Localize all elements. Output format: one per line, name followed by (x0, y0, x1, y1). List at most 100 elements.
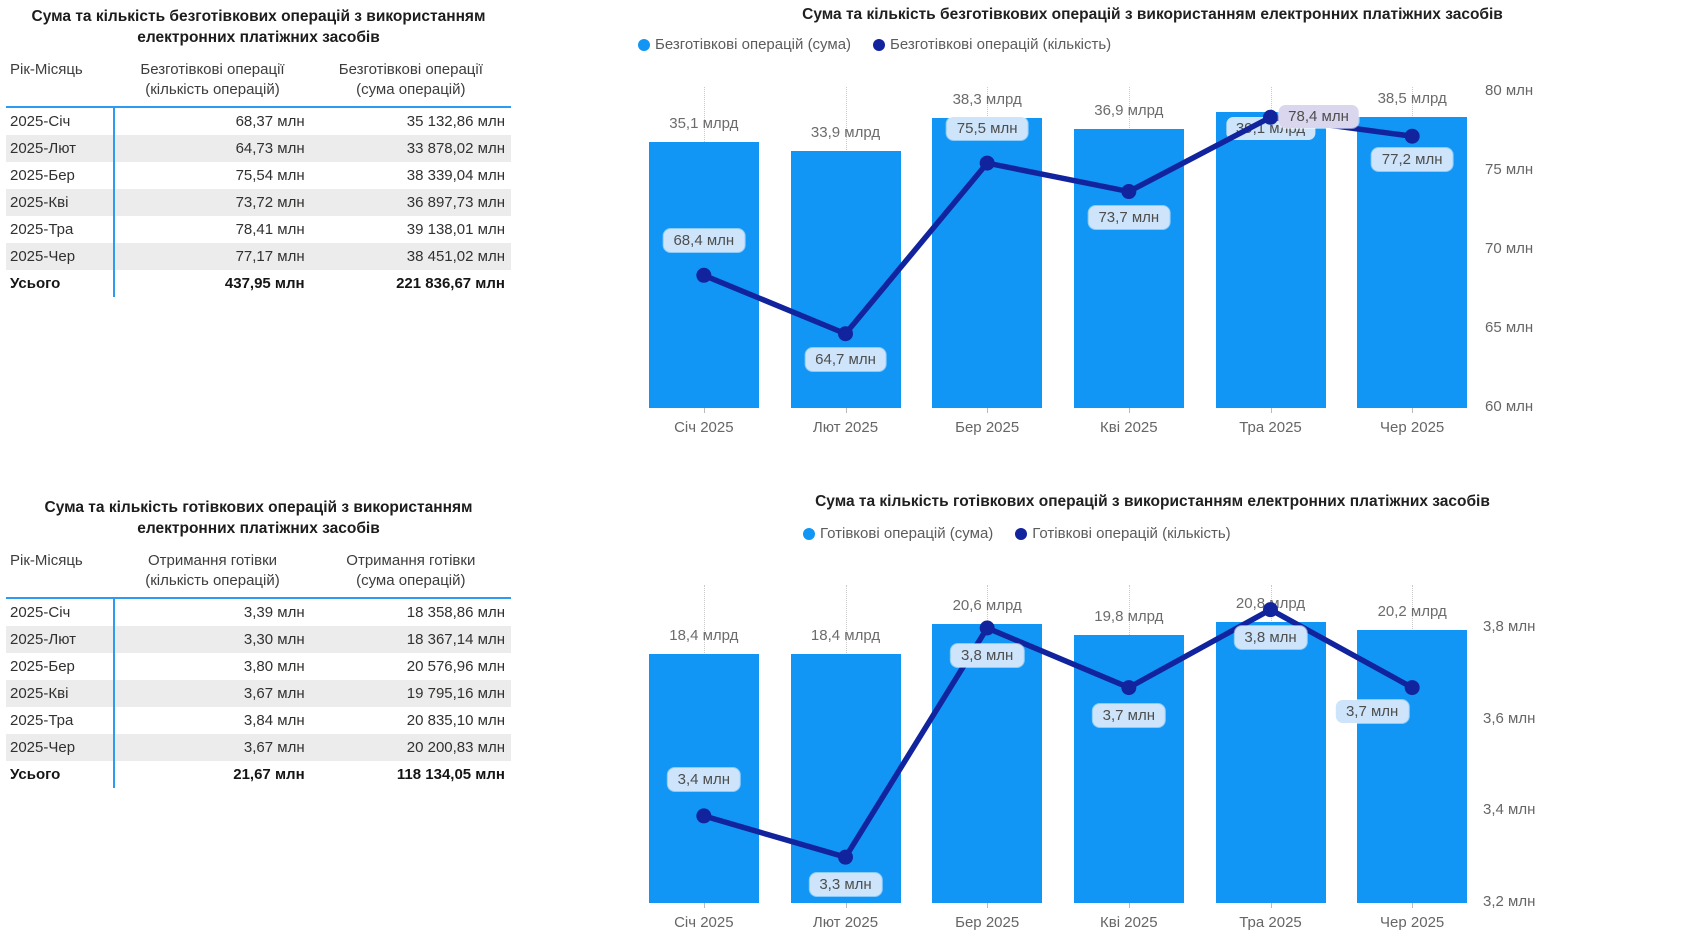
bar-label: 19,8 млрд (1094, 608, 1164, 626)
line-point[interactable] (1263, 109, 1278, 125)
x-axis-label: Січ 2025 (674, 419, 734, 436)
legend-item[interactable]: Безготівкові операцій (кількість) (873, 36, 1111, 53)
line-point[interactable] (979, 155, 995, 171)
column-header: Отримання готівки (кількість операцій) (114, 549, 310, 598)
column-header-label: Отримання готівки (346, 552, 476, 569)
line-path (703, 606, 1414, 861)
table-row[interactable]: 2025-Кві 3,67 млн 19 795,16 млн (6, 680, 511, 707)
table-cell: 2025-Січ (6, 106, 115, 135)
x-axis-label: Кві 2025 (1100, 914, 1158, 931)
column-header: Отримання готівки (сума операцій) (311, 549, 511, 598)
noncash-chart-panel: Сума та кількість безготівкових операцій… (608, 0, 1697, 445)
line-point[interactable] (838, 326, 853, 342)
y-axis-label: 3,2 млн (1483, 893, 1536, 910)
table-row[interactable]: 2025-Кві 73,72 млн 36 897,73 млн (6, 189, 511, 216)
legend-item[interactable]: Готівкові операцій (кількість) (1015, 525, 1231, 542)
bar[interactable] (1215, 111, 1326, 408)
line-label: 3,4 млн (667, 767, 741, 791)
line-series[interactable] (633, 87, 1483, 408)
line-label: 68,4 млн (663, 229, 745, 253)
table-row[interactable]: 2025-Бер 3,80 млн 20 576,96 млн (6, 653, 511, 680)
column-header-sub: (сума операцій) (356, 81, 466, 98)
column-header-sub: (кількість операцій) (145, 572, 280, 589)
legend: Готівкові операцій (сума) Готівкові опера… (803, 525, 1231, 542)
legend-label: Безготівкові операцій (кількість) (890, 36, 1112, 53)
x-axis-label: Лют 2025 (812, 914, 879, 931)
x-axis-tick (703, 408, 705, 413)
table-row[interactable]: 2025-Бер 75,54 млн 38 339,04 млн (6, 162, 511, 189)
table-row[interactable]: 2025-Січ 68,37 млн 35 132,86 млн (6, 106, 511, 135)
line-point[interactable] (838, 849, 853, 865)
table-row[interactable]: 2025-Тра 3,84 млн 20 835,10 млн (6, 707, 511, 734)
cash-table-title: Сума та кількість готівкових операцій з … (44, 499, 473, 537)
table-cell: 3,67 млн (113, 734, 311, 761)
column-header-label: Безготівкові операції (338, 61, 483, 78)
line-label: 64,7 млн (805, 347, 886, 371)
line-point[interactable] (1263, 602, 1278, 618)
bar[interactable] (932, 624, 1043, 903)
table-total-row: Усього 437,95 млн 221 836,67 млн (6, 270, 511, 297)
line-label: 75,5 млн (946, 117, 1028, 141)
table-cell: 38 339,04 млн (406, 167, 505, 184)
legend: Безготівкові операцій (сума) Безготівкові… (638, 36, 1111, 53)
x-axis-tick (1412, 408, 1414, 413)
legend-label: Готівкові операцій (сума) (820, 525, 994, 542)
column-header: Рік-Місяць (6, 58, 114, 107)
y-axis-label: 60 млн (1485, 398, 1534, 415)
x-axis-tick (845, 408, 847, 413)
x-axis-label: Лют 2025 (812, 419, 879, 436)
bar-label: 20,6 млрд (952, 597, 1022, 615)
cash-chart-panel: Сума та кількість готівкових операцій з … (608, 455, 1697, 940)
table-cell: 2025-Чер (10, 248, 76, 265)
table-row[interactable]: 2025-Лют 64,73 млн 33 878,02 млн (6, 135, 511, 162)
legend-item[interactable]: Безготівкові операцій (сума) (638, 36, 851, 53)
table-row[interactable]: 2025-Чер 3,67 млн 20 200,83 млн (6, 734, 511, 761)
line-label: 3,7 млн (1335, 699, 1409, 723)
line-point[interactable] (1404, 680, 1420, 696)
y-axis-label: 3,8 млн (1483, 618, 1536, 635)
line-point[interactable] (1404, 128, 1420, 144)
table-row[interactable]: 2025-Тра 78,41 млн 39 138,01 млн (6, 216, 511, 243)
bar-label: 36,9 млрд (1094, 101, 1164, 119)
total-cell: 221 836,67 млн (396, 275, 505, 292)
table-cell: 3,39 млн (113, 597, 311, 626)
total-cell: Усього (10, 275, 61, 292)
table-cell: 3,67 млн (113, 680, 311, 707)
table-row[interactable]: 2025-Січ 3,39 млн 18 358,86 млн (6, 597, 511, 626)
line-label: 3,3 млн (809, 873, 882, 897)
line-point[interactable] (1121, 184, 1137, 200)
line-label: 3,7 млн (1092, 703, 1166, 727)
bar[interactable] (1215, 621, 1326, 903)
total-cell: 437,95 млн (113, 270, 311, 297)
legend-dot-icon (803, 527, 815, 540)
line-label: 3,8 млн (950, 644, 1024, 667)
line-series[interactable] (633, 585, 1483, 903)
y-axis-label: 3,6 млн (1483, 709, 1536, 727)
bar-label: 18,4 млрд (669, 627, 739, 644)
table-row[interactable]: 2025-Лют 3,30 млн 18 367,14 млн (6, 626, 511, 653)
x-axis-label: Тра 2025 (1239, 419, 1302, 436)
line-label: 3,8 млн (1234, 625, 1307, 649)
line-point[interactable] (1121, 680, 1137, 696)
x-axis-label: Тра 2025 (1239, 914, 1302, 931)
line-point[interactable] (979, 620, 995, 636)
table-cell: 20 200,83 млн (406, 739, 505, 756)
line-point[interactable] (696, 267, 712, 283)
line-path (702, 114, 1413, 338)
legend-dot-icon (1015, 527, 1028, 540)
y-axis-label: 70 млн (1485, 240, 1534, 257)
line-point[interactable] (696, 808, 712, 824)
table-cell: 2025-Бер (10, 167, 75, 184)
bar[interactable] (1357, 629, 1468, 903)
table-total-row: Усього 21,67 млн 118 134,05 млн (6, 761, 511, 788)
noncash-chart-title: Сума та кількість безготівкових операцій… (802, 6, 1503, 23)
table-row[interactable]: 2025-Чер 77,17 млн 38 451,02 млн (6, 243, 511, 270)
bar[interactable] (1073, 635, 1184, 903)
table-cell: 64,73 млн (113, 135, 311, 162)
x-axis-label: Кві 2025 (1100, 419, 1158, 436)
x-axis-tick (1128, 903, 1130, 908)
legend-item[interactable]: Готівкові операцій (сума) (803, 525, 993, 542)
column-header-label: Отримання готівки (147, 552, 278, 569)
column-header-sub: (сума операцій) (356, 572, 466, 589)
